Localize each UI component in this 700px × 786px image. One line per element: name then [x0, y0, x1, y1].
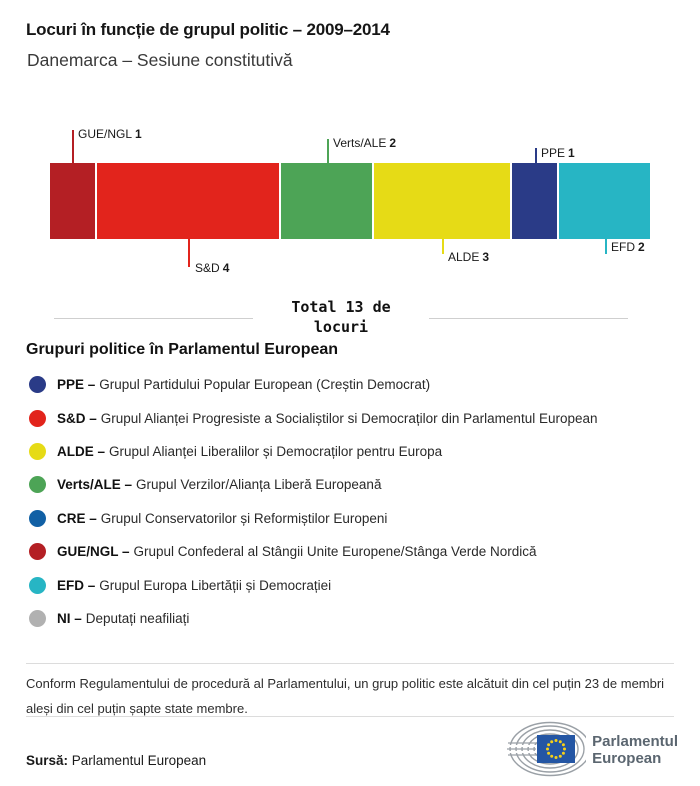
ppe-color-dot-icon: [29, 376, 46, 394]
bar-label-ppe: PPE 1: [541, 146, 575, 160]
sd-color-dot-icon: [29, 409, 46, 427]
legend-desc: Grupul Confederal al Stângii Unite Europ…: [133, 544, 537, 560]
efd-color-dot-icon: [29, 576, 46, 594]
bar-segment-efd: [559, 163, 650, 239]
total-divider-left: [54, 318, 253, 319]
gue-ngl-color-dot-icon: [29, 543, 46, 561]
ep-hemicycle-logo-icon: [506, 721, 587, 777]
bar-label-sd: S&D 4: [195, 261, 229, 275]
bar-label-name: S&D: [195, 261, 220, 275]
source-value: Parlamentul European: [71, 753, 207, 768]
bar-label-value: 3: [482, 250, 490, 264]
legend-item-cre: CRE – Grupul Conservatorilor și Reformișt…: [26, 502, 686, 535]
source-label: Sursă:: [26, 753, 69, 768]
alde-color-dot-icon: [29, 442, 46, 460]
legend-abbr: EFD –: [57, 577, 96, 593]
legend-heading: Grupuri politice în Parlamentul European: [26, 341, 339, 358]
callout-line-gue-ngl: [72, 130, 74, 172]
legend-abbr: CRE –: [57, 510, 97, 526]
ep-logo-line1: Parlamentul: [592, 733, 678, 750]
legend: PPE – Grupul Partidului Popular European …: [26, 368, 686, 635]
legend-desc: Grupul Europa Libertății și Democrației: [99, 577, 332, 593]
bar-label-value: 2: [638, 240, 645, 254]
bar-segment-verts-ale: [280, 163, 372, 239]
verts-ale-color-dot-icon: [29, 476, 46, 494]
legend-item-alde: ALDE – Grupul Alianței Liberalilor și Dem…: [26, 435, 686, 468]
bar-segment-alde: [373, 163, 510, 239]
legend-desc: Grupul Partidului Popular European (Creș…: [99, 377, 431, 393]
total-seats-row: Total 13 de locuri: [54, 297, 628, 337]
legend-abbr: S&D –: [57, 410, 97, 426]
legend-item-ppe: PPE – Grupul Partidului Popular European …: [26, 368, 686, 401]
total-divider-right: [429, 318, 628, 319]
legend-item-efd: EFD – Grupul Europa Libertății și Democra…: [26, 568, 686, 601]
divider: [26, 663, 674, 664]
total-seats-label: Total 13 de locuri: [291, 298, 391, 336]
bar-label-value: 4: [222, 261, 230, 275]
legend-desc: Grupul Conservatorilor și Reformiștilor …: [100, 510, 388, 526]
page-title: Locuri în funcție de grupul politic – 20…: [26, 20, 390, 39]
bar-label-alde: ALDE 3: [448, 250, 489, 264]
bar-segment-ppe: [511, 163, 558, 239]
footnote: Conform Regulamentului de procedură al P…: [26, 676, 665, 717]
bar-label-name: EFD: [611, 240, 635, 254]
divider: [26, 716, 674, 717]
bar-segment-s-d: [97, 163, 279, 239]
page-subtitle: Danemarca – Sesiune constitutivă: [27, 50, 293, 70]
callout-line-sd: [188, 239, 190, 267]
bar-label-gue-ngl: GUE/NGL 1: [78, 127, 142, 141]
legend-desc: Grupul Verzilor/Alianța Liberă Europeană: [136, 477, 382, 493]
bar-label-value: 1: [568, 146, 575, 160]
ep-logo-line2: European: [592, 750, 662, 767]
source-line: Sursă: Parlamentul European: [26, 753, 206, 768]
bar-label-verts-ale: Verts/ALE 2: [333, 136, 396, 150]
bar-label-value: 2: [389, 136, 397, 150]
legend-abbr: ALDE –: [57, 443, 106, 459]
legend-item-sd: S&D – Grupul Alianței Progresiste a Socia…: [26, 401, 686, 434]
legend-abbr: GUE/NGL –: [57, 544, 130, 560]
legend-abbr: Verts/ALE –: [57, 477, 133, 493]
bar-label-name: ALDE: [448, 250, 480, 264]
seats-chart: GUE/NGL 1 S&D 4 Verts/ALE 2 ALDE 3 PPE 1 EFD 2: [0, 0, 700, 300]
callout-line-efd: [605, 239, 607, 254]
legend-desc: Grupul Alianței Progresiste a Socialiști…: [100, 410, 598, 426]
callout-line-ppe: [535, 148, 537, 163]
ni-color-dot-icon: [29, 609, 46, 627]
legend-item-gue-ngl: GUE/NGL – Grupul Confederal al Stângii Un…: [26, 535, 686, 568]
legend-desc: Deputați neafiliați: [85, 610, 190, 626]
bar-segment-gue-ngl: [50, 163, 96, 239]
legend-abbr: NI –: [57, 610, 82, 626]
callout-line-verts-ale: [327, 139, 329, 164]
bar-label-value: 1: [135, 127, 142, 141]
callout-line-alde: [442, 239, 444, 254]
legend-item-ni: NI – Deputați neafiliați: [26, 602, 686, 635]
ep-logo-text: Parlamentul European: [592, 733, 678, 767]
legend-desc: Grupul Alianței Liberalilor și Democrați…: [109, 443, 443, 459]
legend-item-verts-ale: Verts/ALE – Grupul Verzilor/Alianța Liber…: [26, 468, 686, 501]
legend-abbr: PPE –: [57, 377, 96, 393]
cre-color-dot-icon: [29, 509, 46, 527]
stacked-bar: [50, 163, 650, 239]
ep-logo: Parlamentul European: [504, 721, 678, 779]
bar-label-name: GUE/NGL: [78, 127, 133, 141]
bar-label-efd: EFD 2: [611, 240, 645, 254]
bar-label-name: PPE: [541, 146, 566, 160]
bar-label-name: Verts/ALE: [333, 136, 387, 150]
